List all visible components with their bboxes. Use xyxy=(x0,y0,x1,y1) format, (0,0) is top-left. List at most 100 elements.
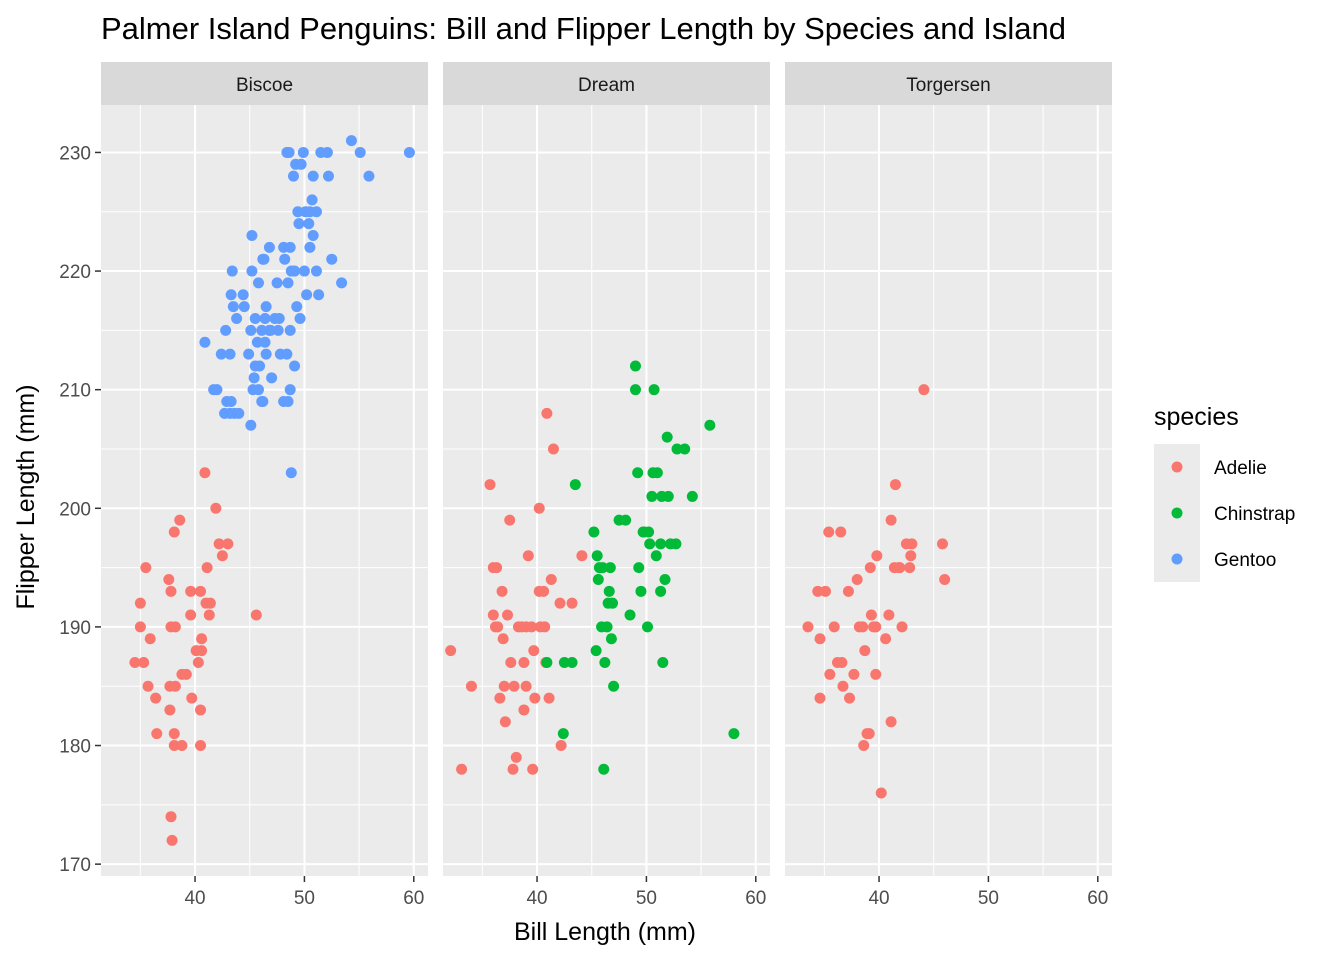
y-tick-label: 190 xyxy=(59,618,91,639)
data-point xyxy=(828,621,840,633)
data-point xyxy=(195,704,207,716)
y-tick-label: 180 xyxy=(59,737,91,758)
data-point xyxy=(304,241,316,253)
data-point xyxy=(289,265,301,277)
data-point xyxy=(651,467,663,479)
data-point xyxy=(939,573,951,585)
y-axis-title: Flipper Length (mm) xyxy=(12,384,40,609)
data-point xyxy=(129,656,141,668)
data-point xyxy=(185,585,197,597)
legend-title: species xyxy=(1154,403,1239,431)
data-point xyxy=(273,313,285,325)
facet-torgersen: Torgersen 40 50 60 xyxy=(785,62,1112,909)
data-point xyxy=(174,514,186,526)
data-point xyxy=(321,146,333,158)
data-point xyxy=(510,751,522,763)
data-point xyxy=(186,692,198,704)
data-point xyxy=(283,146,295,158)
data-point xyxy=(259,336,271,348)
data-point xyxy=(282,396,294,408)
data-point xyxy=(252,277,264,289)
data-point xyxy=(605,633,617,645)
series-adelie xyxy=(129,467,262,846)
data-point xyxy=(629,360,641,372)
data-point xyxy=(607,597,619,609)
y-axis: 170 180 190 200 210 220 230 xyxy=(59,143,101,876)
data-point xyxy=(520,680,532,692)
data-point xyxy=(608,680,620,692)
data-point xyxy=(883,609,895,621)
data-point xyxy=(728,728,740,740)
data-point xyxy=(655,585,667,597)
data-point xyxy=(842,585,854,597)
facet-panels: Biscoe 40 50 60 Dream 40 50 60 Torgersen 40 50 60 xyxy=(101,62,1112,909)
x-tick-label: 50 xyxy=(636,888,657,909)
x-tick-label: 60 xyxy=(1087,888,1108,909)
data-point xyxy=(655,538,667,550)
data-point xyxy=(541,407,553,419)
data-point xyxy=(237,289,249,301)
data-point xyxy=(306,194,318,206)
data-point xyxy=(293,218,305,230)
data-point xyxy=(266,372,278,384)
data-point xyxy=(246,265,258,277)
data-point xyxy=(287,170,299,182)
data-point xyxy=(196,633,208,645)
data-point xyxy=(661,431,673,443)
data-point xyxy=(814,633,826,645)
legend-key-point xyxy=(1171,507,1183,519)
data-point xyxy=(906,538,918,550)
data-point xyxy=(281,348,293,360)
data-point xyxy=(233,407,245,419)
facet-strip-label: Dream xyxy=(578,75,635,96)
data-point xyxy=(260,348,272,360)
data-point xyxy=(220,324,232,336)
data-point xyxy=(134,621,146,633)
data-point xyxy=(169,621,181,633)
data-point xyxy=(272,324,284,336)
data-point xyxy=(905,550,917,562)
data-point xyxy=(336,277,348,289)
data-point xyxy=(592,573,604,585)
data-point xyxy=(601,621,613,633)
data-point xyxy=(569,479,581,491)
data-point xyxy=(294,313,306,325)
data-point xyxy=(522,550,534,562)
data-point xyxy=(918,384,930,396)
data-point xyxy=(894,562,906,574)
data-point xyxy=(543,692,555,704)
data-point xyxy=(576,550,588,562)
data-point xyxy=(498,680,510,692)
legend-label: Gentoo xyxy=(1214,550,1276,571)
data-point xyxy=(169,680,181,692)
data-point xyxy=(313,289,325,301)
data-point xyxy=(598,763,610,775)
x-tick-label: 50 xyxy=(978,888,999,909)
data-point xyxy=(802,621,814,633)
data-point xyxy=(203,609,215,621)
data-point xyxy=(844,692,856,704)
data-point xyxy=(629,384,641,396)
data-point xyxy=(142,680,154,692)
data-point xyxy=(704,419,716,431)
y-tick-label: 220 xyxy=(59,262,91,283)
panel-background xyxy=(101,105,428,876)
data-point xyxy=(285,467,297,479)
data-point xyxy=(632,467,644,479)
data-point xyxy=(225,289,237,301)
data-point xyxy=(557,728,569,740)
data-point xyxy=(456,763,468,775)
data-point xyxy=(164,704,176,716)
data-point xyxy=(279,253,291,265)
data-point xyxy=(363,170,375,182)
data-point xyxy=(303,218,315,230)
x-tick-label: 60 xyxy=(745,888,766,909)
facet-strip-label: Biscoe xyxy=(236,75,293,96)
data-point xyxy=(603,585,615,597)
data-point xyxy=(824,668,836,680)
data-point xyxy=(168,526,180,538)
data-point xyxy=(192,656,204,668)
data-point xyxy=(659,573,671,585)
data-point xyxy=(297,146,309,158)
data-point xyxy=(507,763,519,775)
